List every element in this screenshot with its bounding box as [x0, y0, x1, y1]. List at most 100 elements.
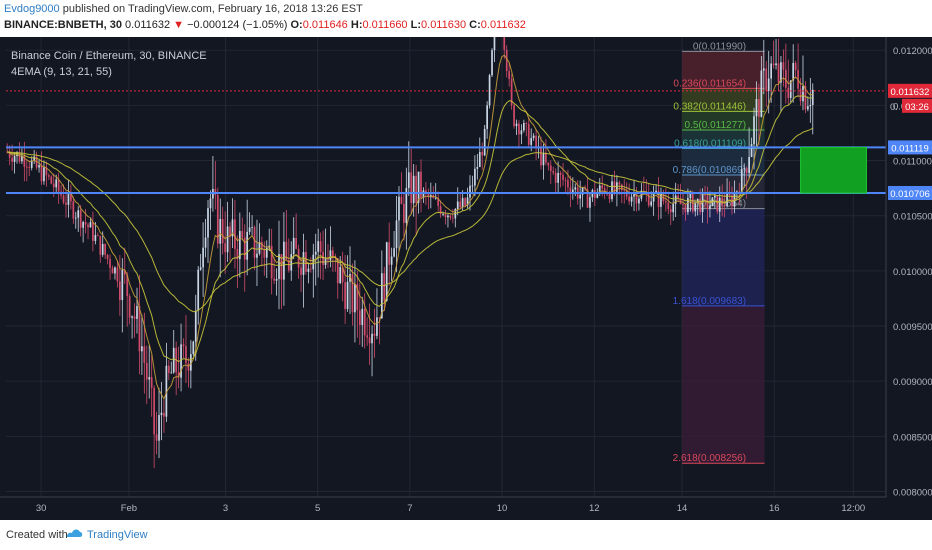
candle-body [753, 116, 755, 145]
candle-body [780, 62, 782, 83]
candle-body [383, 273, 386, 301]
candle-body [422, 190, 425, 198]
candle-body [488, 75, 491, 106]
chart-area[interactable]: 0(0.011990) 0.236(0.011654) 0.382(0.011446… [0, 37, 932, 520]
candle-body [510, 79, 513, 106]
candle-body [765, 68, 768, 91]
candle-body [760, 70, 763, 117]
candle-body [527, 123, 530, 145]
candle-body [292, 237, 295, 255]
candle-body [118, 281, 121, 301]
candle-body [476, 167, 479, 169]
ema-line [7, 127, 814, 313]
candle-body [339, 267, 342, 284]
candle-body [647, 192, 650, 206]
candle-body [775, 63, 777, 66]
price-tag [888, 185, 932, 200]
candle-body [329, 250, 332, 261]
candle-body [447, 215, 449, 218]
tradingview-link[interactable]: TradingView [87, 529, 148, 541]
candle-body [346, 281, 349, 309]
candle-body [554, 172, 557, 183]
candle-body [718, 197, 721, 212]
candle-body [123, 269, 126, 275]
price-tag [888, 83, 932, 98]
candle-body [158, 415, 160, 441]
candle-body [207, 208, 209, 238]
candle-body [770, 63, 773, 79]
candle-body [177, 372, 180, 378]
y-tick-label: 0.010500 [893, 212, 932, 223]
ema-line [7, 94, 813, 363]
candle-body [390, 256, 393, 265]
candle-body [608, 193, 611, 200]
candle-body [160, 412, 163, 416]
candle-body [70, 193, 72, 202]
countdown-tag [902, 98, 932, 113]
candle-body [657, 190, 660, 207]
candle-body [224, 243, 226, 253]
candle-body [74, 217, 77, 219]
candle-body [532, 135, 535, 139]
candle-body [740, 169, 743, 193]
candle-body [772, 63, 775, 66]
candle-body [131, 316, 133, 318]
candle-body [660, 193, 662, 207]
low-label: L: [410, 19, 422, 31]
candle-body [380, 273, 383, 319]
candle-body [434, 197, 437, 199]
candle-body [569, 187, 572, 194]
candle-body [202, 247, 204, 268]
candle-body [789, 80, 792, 98]
candle-body [99, 235, 102, 255]
candle-body [464, 198, 466, 206]
candle-body [420, 171, 422, 198]
candle-body [767, 78, 770, 91]
candle-body [141, 346, 143, 352]
candle-body [344, 282, 346, 309]
fib-level-label: 0(0.011990) [693, 41, 746, 52]
candle-body [699, 198, 702, 212]
candle-body [415, 175, 417, 203]
candle-body [378, 317, 381, 319]
x-tick-label: 30 [36, 503, 47, 514]
candle-body [275, 278, 278, 281]
author-link[interactable]: Evdog9000 [4, 3, 60, 15]
candle-body [172, 347, 175, 373]
candle-body [163, 412, 165, 417]
candle-body [687, 198, 689, 213]
candle-body [777, 63, 780, 83]
candle-body [758, 99, 760, 117]
fib-level-label: 0.5(0.011277) [685, 120, 747, 131]
candle-body [101, 243, 104, 255]
candle-body [128, 296, 131, 318]
candle-body [713, 195, 716, 198]
candle-body [616, 182, 618, 192]
candle-body [265, 247, 268, 258]
candle-body [332, 250, 334, 257]
candle-body [667, 202, 670, 210]
candle-body [13, 156, 16, 162]
fib-zone [682, 51, 765, 89]
candle-body [385, 242, 388, 301]
candle-body [236, 248, 239, 260]
candle-body [322, 252, 324, 265]
candle-body [263, 249, 266, 258]
candle-body [43, 167, 45, 182]
y-tick-label: 0.011000 [893, 157, 932, 168]
candle-body [545, 153, 547, 163]
candle-body [290, 254, 293, 271]
candle-body [603, 188, 606, 194]
candle-body [52, 183, 55, 188]
candle-body [371, 333, 373, 344]
candle-body [87, 224, 89, 228]
price-chart-svg[interactable]: 0(0.011990) 0.236(0.011654) 0.382(0.011446… [0, 37, 932, 520]
candle-body [65, 202, 67, 205]
candle-body [611, 181, 613, 200]
candle-body [153, 387, 155, 435]
candle-body [425, 190, 427, 193]
candle-body [515, 123, 518, 127]
candle-body [471, 185, 474, 187]
candle-body [638, 198, 640, 204]
candle-body [21, 155, 23, 162]
